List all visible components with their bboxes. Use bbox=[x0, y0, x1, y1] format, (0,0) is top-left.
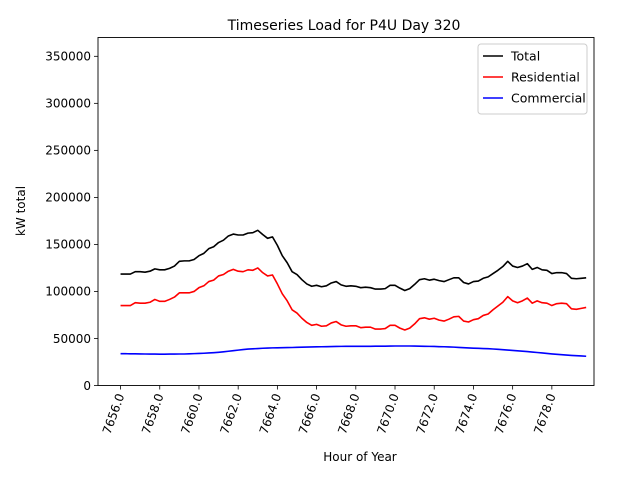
y-axis-ticks: 0 50000 100000 150000 200000 250000 300000 3500… bbox=[45, 50, 98, 393]
y-axis-label: kW total bbox=[14, 186, 28, 236]
plot-frame bbox=[97, 37, 595, 386]
series-lines bbox=[120, 229, 587, 358]
y-tick-label: 250000 bbox=[45, 144, 91, 158]
y-tick-label: 150000 bbox=[45, 238, 91, 252]
y-tick-label: 0 bbox=[83, 379, 91, 393]
legend-label-residential: Residential bbox=[511, 70, 580, 85]
y-tick-label: 100000 bbox=[45, 285, 91, 299]
x-tick-label: 7664.0 bbox=[257, 392, 285, 436]
legend: Total Residential Commercial bbox=[477, 43, 588, 115]
x-tick-label: 7672.0 bbox=[414, 392, 442, 436]
legend-box bbox=[477, 43, 588, 115]
series-line-total bbox=[120, 229, 587, 292]
x-axis-label: Hour of Year bbox=[323, 450, 397, 464]
legend-label-total: Total bbox=[510, 49, 540, 64]
y-tick-label: 50000 bbox=[53, 332, 91, 346]
y-tick-label: 350000 bbox=[45, 50, 91, 64]
series-line-residential bbox=[120, 267, 587, 331]
y-tick-label: 200000 bbox=[45, 191, 91, 205]
x-axis-ticks: 7656.0 7658.0 7660.0 7662.0 7664.0 7666.0 7668… bbox=[100, 385, 559, 436]
x-tick-label: 7678.0 bbox=[531, 392, 559, 436]
series-line-commercial bbox=[120, 345, 587, 358]
y-tick-label: 300000 bbox=[45, 97, 91, 111]
x-tick-label: 7660.0 bbox=[178, 392, 206, 436]
x-tick-label: 7670.0 bbox=[374, 392, 402, 436]
x-tick-label: 7668.0 bbox=[335, 392, 363, 436]
x-tick-label: 7662.0 bbox=[217, 392, 245, 436]
x-tick-label: 7666.0 bbox=[296, 392, 324, 436]
x-tick-label: 7656.0 bbox=[100, 392, 128, 436]
x-tick-label: 7676.0 bbox=[492, 392, 520, 436]
x-tick-label: 7674.0 bbox=[453, 392, 481, 436]
legend-label-commercial: Commercial bbox=[511, 91, 586, 106]
x-tick-label: 7658.0 bbox=[139, 392, 167, 436]
chart-title: Timeseries Load for P4U Day 320 bbox=[227, 18, 461, 34]
